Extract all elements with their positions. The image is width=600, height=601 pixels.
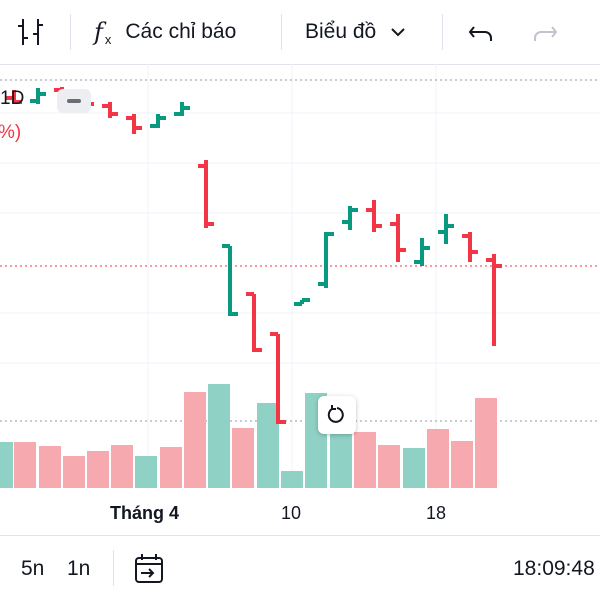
ohlc-bar xyxy=(102,102,118,118)
volume-bar xyxy=(135,456,157,488)
volume-bar xyxy=(451,441,473,488)
ohlc-bar xyxy=(174,102,190,116)
volume-bar xyxy=(427,429,449,488)
ohlc-bar xyxy=(222,244,238,316)
ohlc-bar xyxy=(318,232,334,288)
price-change-label: %) xyxy=(0,122,22,143)
ohlc-bar xyxy=(246,292,262,352)
symbol-interval-label: 1D xyxy=(0,88,25,109)
top-toolbar: f x Các chỉ báo Biểu đồ xyxy=(0,0,600,65)
toolbar-divider xyxy=(442,14,443,50)
calendar-goto-icon xyxy=(135,553,163,583)
toolbar-divider xyxy=(113,550,114,586)
interval-1m-button[interactable]: 1n xyxy=(67,536,90,601)
volume-bar xyxy=(232,428,254,488)
ohlc-bar xyxy=(126,114,142,134)
volume-bar xyxy=(208,384,230,488)
collapse-legend-button[interactable] xyxy=(57,89,91,113)
grid-lines xyxy=(0,64,600,490)
ohlc-bar xyxy=(414,238,430,266)
reset-rotate-icon xyxy=(327,405,344,423)
ohlc-bar xyxy=(198,160,214,228)
x-axis-tick: 10 xyxy=(281,503,302,523)
volume-bar xyxy=(403,448,425,488)
toolbar-divider xyxy=(70,14,71,50)
x-axis-tick: 18 xyxy=(426,503,447,523)
volume-bar xyxy=(257,403,279,488)
chevron-down-icon xyxy=(391,28,405,37)
volume-bar xyxy=(63,456,85,488)
volume-bar xyxy=(378,445,400,488)
ohlc-bar xyxy=(486,254,502,346)
chart-type-dropdown[interactable]: Biểu đồ xyxy=(305,0,408,64)
ohlc-bar xyxy=(438,214,454,244)
volume-bar xyxy=(14,442,36,488)
ohlc-bar xyxy=(150,114,166,128)
minus-icon xyxy=(67,99,81,103)
indicators-button[interactable]: f x Các chỉ báo xyxy=(94,0,236,64)
clock-display[interactable]: 18:09:48 xyxy=(513,536,595,601)
volume-bar xyxy=(87,451,109,488)
ohlc-series xyxy=(6,87,502,424)
ohlc-bar xyxy=(270,332,286,424)
redo-button[interactable] xyxy=(530,0,560,64)
ohlc-bar xyxy=(462,232,478,262)
chart-type-label: Biểu đồ xyxy=(305,20,377,43)
chart-pane[interactable]: 1D %) xyxy=(0,64,600,534)
function-fx-icon: f xyxy=(94,18,103,46)
indicators-label: Các chỉ báo xyxy=(125,20,237,43)
interval-5m-button[interactable]: 5n xyxy=(21,536,44,601)
volume-bar xyxy=(160,447,182,488)
volume-bar xyxy=(111,445,133,488)
x-axis-tick: Tháng 4 xyxy=(110,503,180,523)
ohlc-bar xyxy=(294,298,310,306)
ohlc-bar xyxy=(366,200,382,232)
ohlc-bar xyxy=(390,214,406,262)
clock-label: 18:09:48 xyxy=(513,556,595,580)
toolbar-divider xyxy=(281,14,282,50)
function-x-subscript: x xyxy=(104,31,112,47)
ohlc-bar xyxy=(342,206,358,230)
interval-5m-label: 5n xyxy=(21,556,45,580)
undo-button[interactable] xyxy=(466,0,496,64)
undo-icon xyxy=(468,26,492,41)
volume-bar xyxy=(39,446,61,488)
ohlc-bar xyxy=(6,90,22,104)
volume-series xyxy=(0,384,497,488)
volume-bar xyxy=(354,432,376,488)
reset-chart-button[interactable] xyxy=(318,396,356,434)
bottom-toolbar: 5n 1n 18:09:48 xyxy=(0,535,600,601)
interval-1m-label: 1n xyxy=(67,556,91,580)
volume-bar xyxy=(281,471,303,488)
price-chart[interactable] xyxy=(0,64,600,534)
volume-bar xyxy=(475,398,497,488)
volume-bar xyxy=(330,425,352,488)
compare-bars-icon[interactable] xyxy=(14,0,48,64)
go-to-date-button[interactable] xyxy=(132,536,166,601)
volume-bar xyxy=(0,442,13,488)
ohlc-bar xyxy=(30,88,46,104)
redo-icon xyxy=(534,26,558,41)
volume-bar xyxy=(184,392,206,488)
